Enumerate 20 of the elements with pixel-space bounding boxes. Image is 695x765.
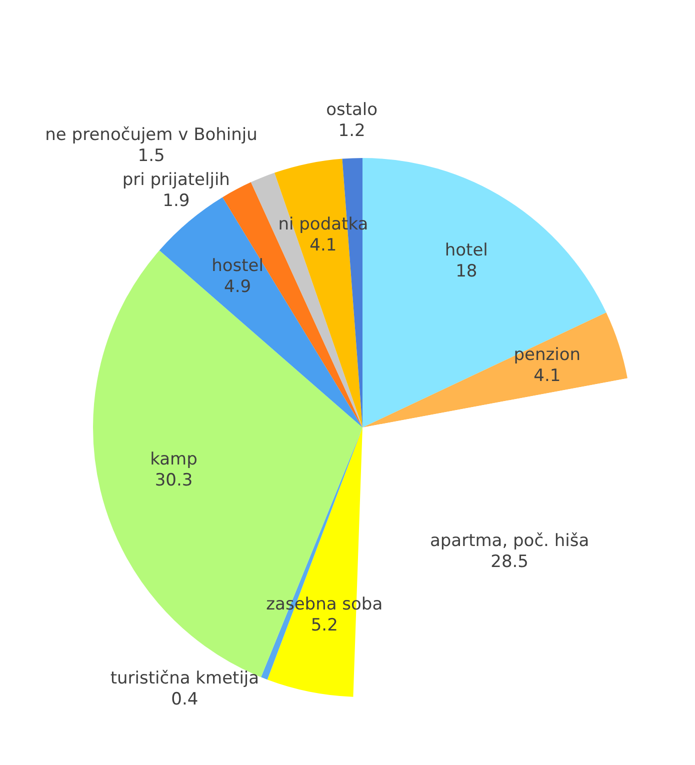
slice-label: apartma, poč. hiša [430, 531, 590, 552]
data-label: 30.3 [154, 470, 193, 490]
data-label: 4.9 [224, 276, 252, 297]
slice-label: hotel [444, 240, 488, 261]
data-label: 1.5 [138, 146, 165, 166]
data-label: 0.4 [171, 689, 198, 710]
data-label: 18 [456, 262, 478, 282]
data-label: 1.2 [338, 121, 366, 142]
data-label: 1.9 [162, 190, 190, 211]
slice-label: pri prijateljih [122, 170, 230, 190]
slice-label: ostalo [326, 100, 378, 120]
slice-label: hostel [212, 256, 264, 276]
data-label: 4.1 [534, 366, 561, 386]
data-label: 5.2 [310, 616, 338, 636]
slice-label: kamp [150, 449, 198, 470]
slice-label: turistična kmetija [110, 668, 260, 688]
slice-label: penzion [514, 344, 581, 365]
data-label: 28.5 [490, 552, 528, 572]
data-label: 4.1 [310, 235, 337, 256]
slice-label: ne prenočujem v Bohinju [45, 124, 258, 145]
